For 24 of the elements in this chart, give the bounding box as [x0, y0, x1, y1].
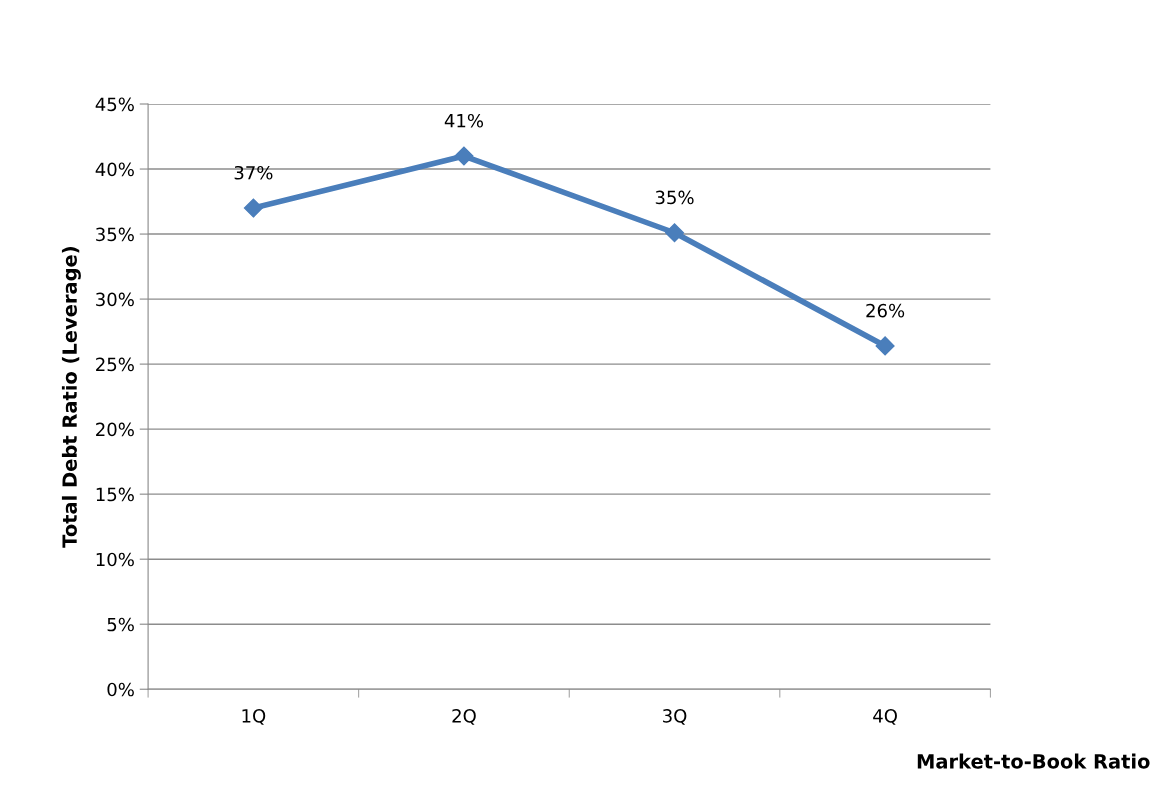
x-tick-label: 4Q — [873, 708, 897, 725]
y-tick-label: 35% — [96, 227, 134, 242]
y-tick-label: 45% — [95, 97, 134, 112]
y-tick-label: 20% — [96, 422, 134, 437]
y-tick-label: 15% — [96, 487, 134, 502]
y-tick-label: 0% — [107, 682, 134, 697]
x-tick-label: 3Q — [663, 708, 687, 725]
y-axis-title: Total Debt Ratio (Leverage) — [61, 247, 81, 548]
point — [875, 336, 895, 356]
data-label: 26% — [866, 303, 905, 318]
y-tick-label: 40% — [95, 162, 134, 177]
data-label: 35% — [655, 190, 694, 205]
point — [454, 146, 474, 166]
x-axis-title: Market-to-Book Ratio — [917, 753, 1150, 769]
y-tick-label: 30% — [96, 292, 134, 307]
point — [664, 223, 685, 243]
data-label: 41% — [444, 113, 484, 128]
x-tick-label: 1Q — [242, 708, 266, 725]
y-tick-label: 10% — [96, 552, 134, 567]
y-tick-label: 25% — [96, 357, 134, 372]
point — [243, 198, 263, 218]
x-tick-label: 2Q — [452, 708, 476, 725]
data-label: 37% — [234, 165, 273, 180]
y-tick-label: 5% — [107, 617, 134, 632]
